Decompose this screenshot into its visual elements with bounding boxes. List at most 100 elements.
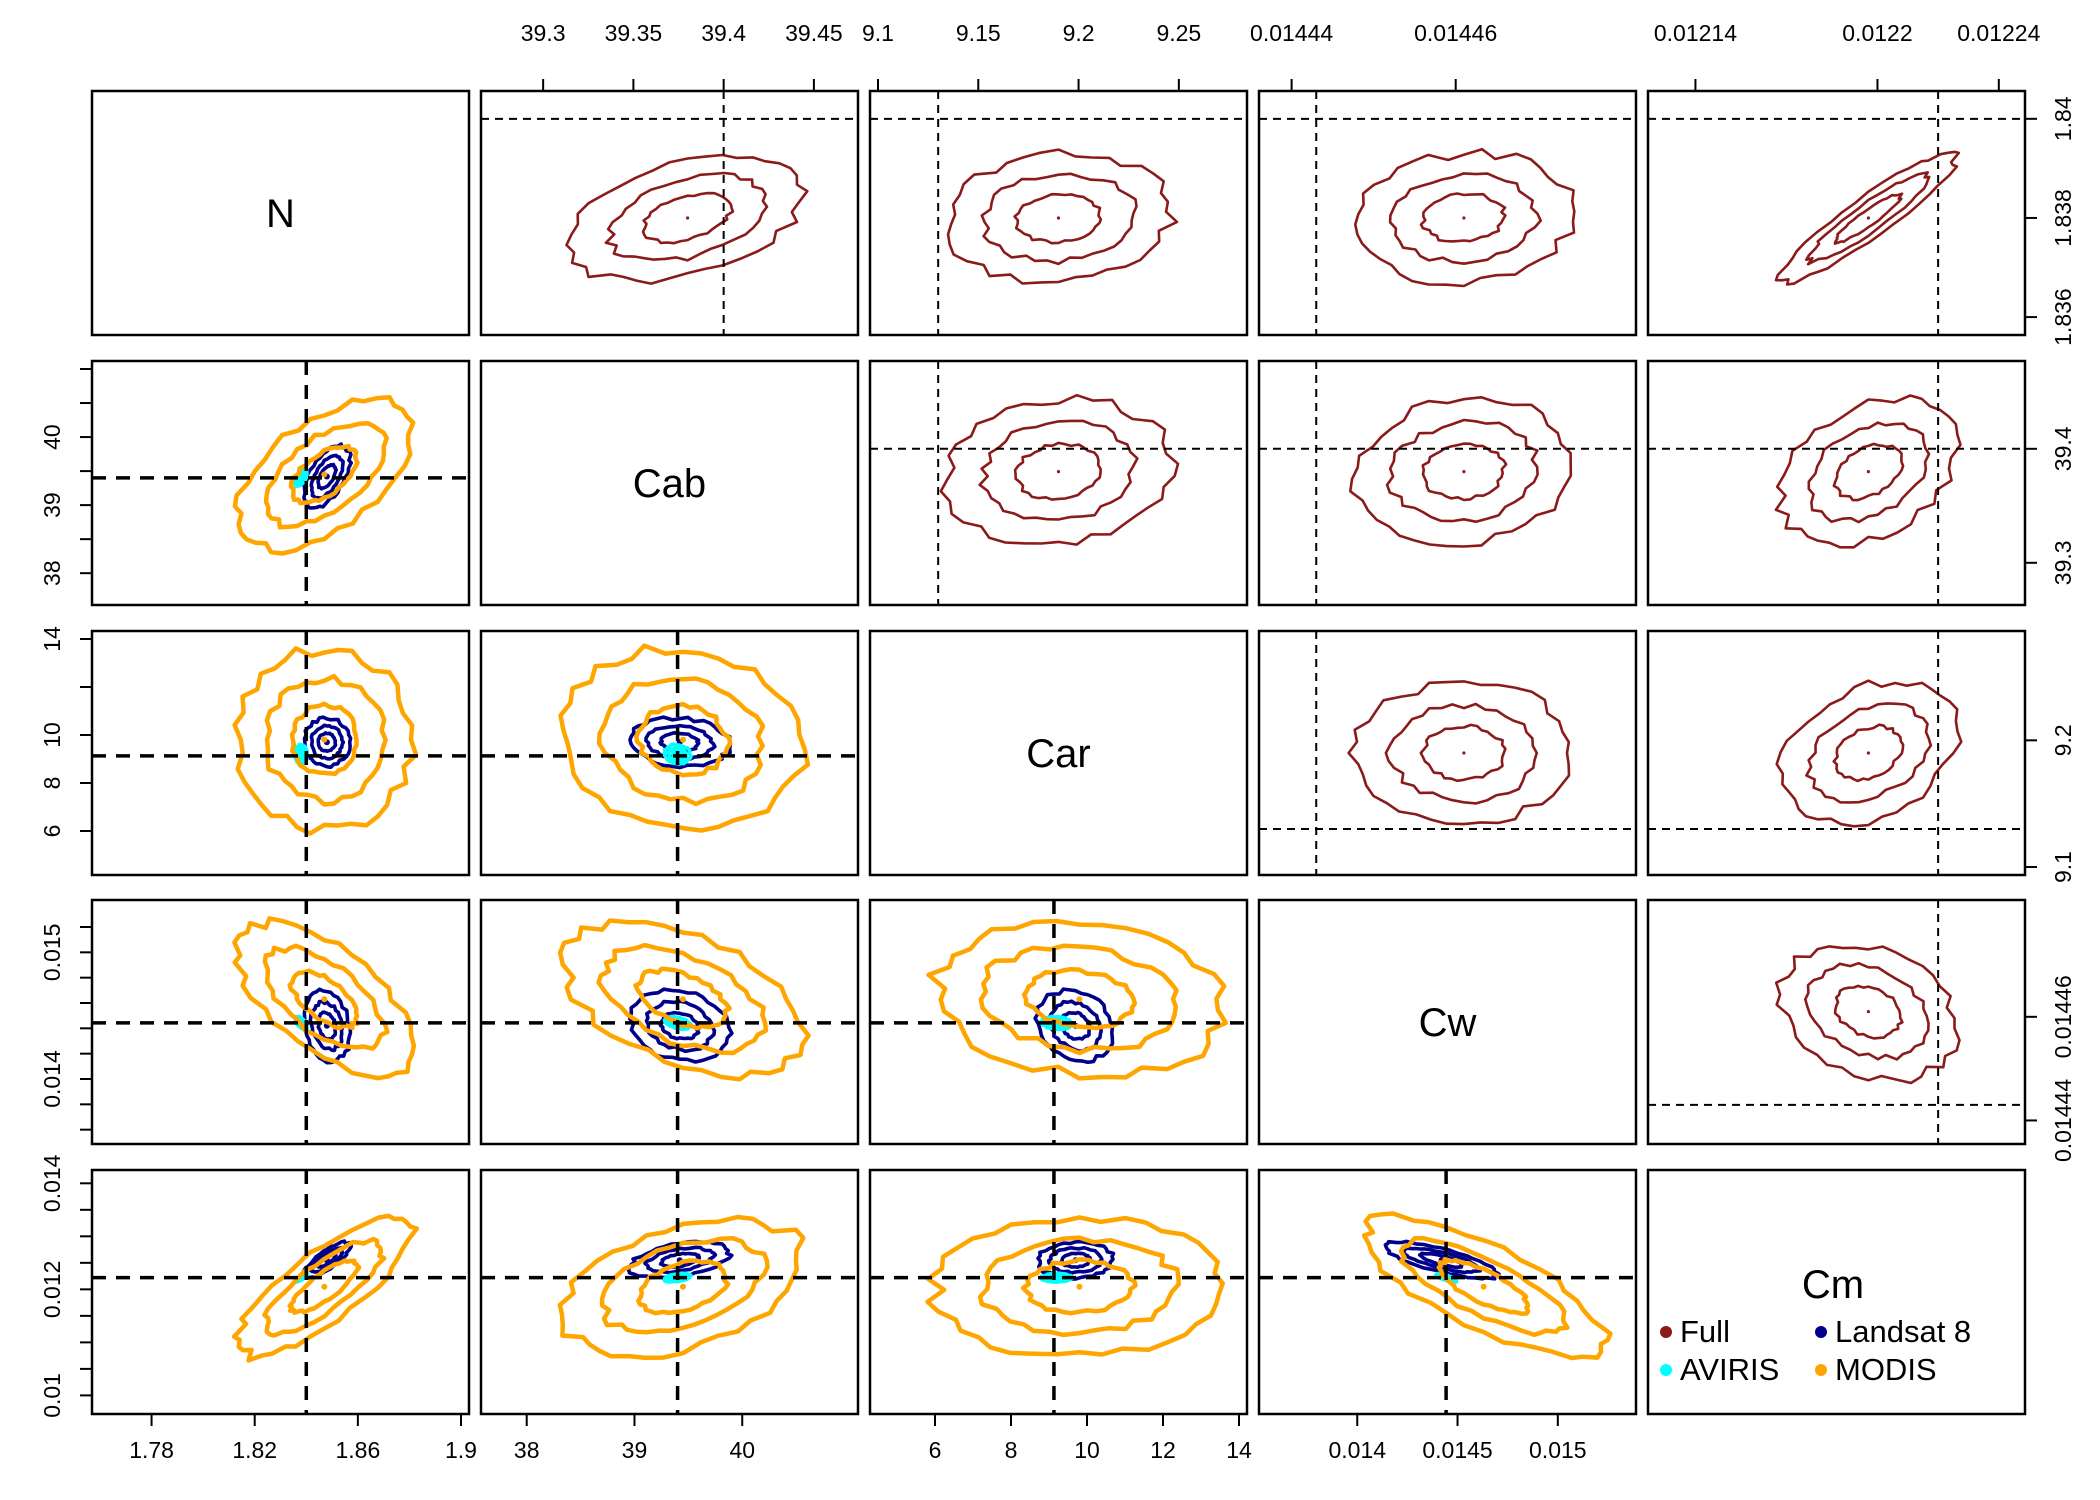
panel-cm-cm [1646, 1168, 2027, 1416]
modis-contour-2 [599, 1236, 770, 1335]
panel-cw-car [868, 898, 1249, 1146]
y-axis-cab: 38 39 40 [39, 368, 92, 586]
modis-contour-3 [287, 1258, 362, 1315]
full-mode-point [1462, 751, 1466, 755]
aviris-contour-1 [662, 742, 693, 766]
x-tick-label: 10 [1074, 1437, 1100, 1463]
landsat-8-contour-2 [309, 453, 345, 501]
full-contour-3 [1421, 442, 1508, 502]
full-contour-2 [978, 419, 1139, 521]
top-tick-label: 0.0122 [1842, 20, 1912, 46]
modis-contour-3 [1021, 966, 1138, 1031]
full-contour-1 [1774, 150, 1961, 286]
panel-n-cw [1257, 89, 1638, 337]
modis-contour-2 [596, 942, 769, 1056]
y-tick-label: 39 [39, 492, 65, 518]
panel-car-cab [479, 629, 860, 877]
x-tick-label: 14 [1226, 1437, 1252, 1463]
modis-contour-2 [977, 1235, 1181, 1338]
full-contour-1 [1774, 394, 1962, 549]
x-axis-car: 6 8 10 12 14 [929, 1413, 1252, 1463]
full-contour-2 [1805, 702, 1933, 804]
x-tick-label: 0.015 [1529, 1437, 1587, 1463]
modis-contour-1 [232, 394, 416, 556]
y-axis-cw: 0.014 0.015 [39, 924, 92, 1131]
full-contour-2 [1384, 702, 1539, 805]
modis-contour-1 [232, 646, 419, 836]
modis-contour-1 [232, 916, 417, 1081]
panel-car-cm [1646, 629, 2027, 877]
landsat-8-contour-1 [302, 715, 353, 770]
landsat-8-contour-2 [644, 723, 717, 762]
landsat-8-contour-1 [1383, 1239, 1501, 1281]
right-tick-label: 9.2 [2050, 724, 2076, 756]
landsat-8-contour-3 [658, 1251, 702, 1270]
legend-label-landsat-8: Landsat 8 [1835, 1314, 1971, 1349]
top-tick-label: 0.01224 [1957, 20, 2040, 46]
legend-marker-landsat-8 [1815, 1326, 1827, 1338]
aviris-mode-point [298, 751, 305, 758]
panel-cm-car [868, 1168, 1249, 1416]
legend-label-full: Full [1680, 1314, 1730, 1349]
legend-label-modis: MODIS [1835, 1352, 1937, 1387]
landsat-8-contour-2 [1046, 1245, 1104, 1275]
modis-mode-point [321, 471, 328, 478]
diagonal-label-cm: Cm [1802, 1263, 1864, 1307]
panel-cm-n [90, 1168, 471, 1416]
modis-contour-3 [287, 968, 360, 1031]
modis-contour-2 [264, 673, 388, 807]
modis-contour-2 [1398, 1235, 1570, 1338]
x-tick-label: 1.78 [129, 1437, 174, 1463]
full-contour-1 [1349, 395, 1573, 548]
panel-car-n [90, 629, 471, 877]
modis-mode-point [321, 736, 328, 743]
landsat-8-contour-3 [1417, 1251, 1465, 1270]
full-mode-point [1056, 470, 1061, 474]
full-contour-1 [565, 153, 809, 285]
top-tick-label: 39.4 [701, 20, 746, 46]
y-axis-car: 6 8 10 14 [39, 626, 92, 837]
modis-contour-3 [289, 701, 359, 777]
panel-frame [868, 629, 1249, 877]
legend-marker-full [1660, 1326, 1672, 1338]
landsat-8-contour-1 [628, 715, 733, 770]
y-tick-label: 0.014 [39, 1154, 65, 1212]
full-contour-1 [946, 148, 1179, 285]
right-tick-label: 9.1 [2050, 851, 2076, 883]
diagonal-label-cw: Cw [1419, 1001, 1477, 1045]
modis-contour-1 [926, 918, 1229, 1081]
full-mode-point [1462, 216, 1466, 220]
top-axis-car: 9.1 9.15 9.2 9.25 [862, 20, 1201, 91]
top-tick-label: 39.45 [785, 20, 843, 46]
panel-n-cab [479, 89, 860, 337]
landsat-8-contour-2 [643, 1245, 718, 1275]
panel-n-car [868, 89, 1249, 337]
full-contour-1 [1774, 945, 1961, 1085]
modis-contour-1 [557, 1214, 806, 1360]
aviris-mode-point [298, 474, 305, 481]
panel-frame [1646, 1168, 2027, 1416]
full-contour-3 [1419, 723, 1507, 783]
panel-cm-cab [479, 1168, 860, 1416]
right-tick-label: 39.3 [2050, 540, 2076, 585]
panel-frame [1257, 89, 1638, 337]
top-axis-cm: 0.01214 0.0122 0.01224 [1654, 20, 2041, 91]
full-contour-1 [939, 393, 1180, 546]
modis-mode-point [1480, 1283, 1487, 1290]
full-contour-3 [1419, 192, 1507, 243]
right-axis-car: 9.1 9.2 [2025, 724, 2076, 883]
x-tick-label: 6 [929, 1437, 942, 1463]
y-tick-label: 0.014 [39, 1050, 65, 1108]
panel-frame [868, 1168, 1249, 1416]
panel-cab-cw [1257, 359, 1638, 607]
modis-contour-3 [633, 966, 732, 1031]
x-axis-cab: 38 39 40 [514, 1413, 755, 1463]
legend: Cm Full Landsat 8 AVIRIS MODIS [1660, 1263, 1971, 1387]
top-tick-label: 39.3 [521, 20, 566, 46]
modis-contour-2 [263, 420, 389, 530]
x-tick-label: 39 [622, 1437, 648, 1463]
full-contour-2 [604, 171, 769, 262]
modis-mode-point [680, 1283, 686, 1290]
landsat-8-contour-3 [1059, 1251, 1093, 1269]
